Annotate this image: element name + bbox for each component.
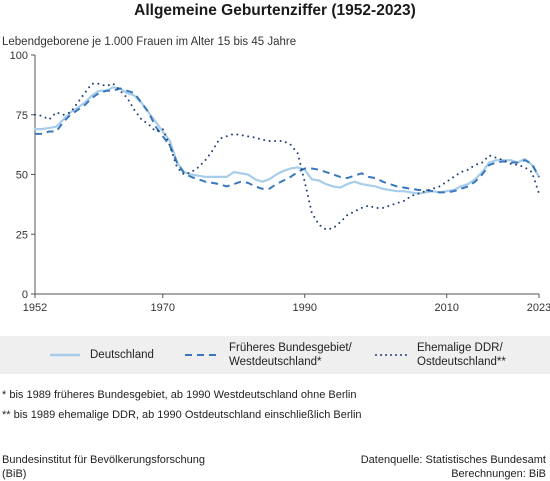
y-tick-label: 75	[16, 110, 28, 122]
footer-source-line1: Datenquelle: Statistisches Bundesamt	[360, 454, 546, 466]
legend-solid-line-icon	[50, 353, 80, 357]
y-tick-label: 0	[22, 289, 28, 301]
chart-legend: Deutschland Früheres Bundesgebiet/ Westd…	[0, 336, 550, 374]
x-tick-label: 2010	[434, 302, 458, 314]
x-tick-label: 1952	[23, 302, 47, 314]
y-axis-label: Lebendgeborene je 1.000 Frauen im Alter …	[2, 36, 297, 48]
series-line-ost	[34, 82, 540, 231]
footer-publisher-line2: (BiB)	[2, 468, 27, 480]
series-line-west	[35, 87, 540, 194]
y-tick-label: 25	[16, 229, 28, 241]
line-chart: 0 25 50 75 100 1952 1970 1990 2010 2023	[10, 50, 550, 314]
x-tick-label: 1970	[151, 302, 175, 314]
legend-label-west-line1: Früheres Bundesgebiet/	[229, 342, 352, 354]
footnote-west: * bis 1989 früheres Bundesgebiet, ab 199…	[2, 389, 357, 401]
chart-title: Allgemeine Geburtenziffer (1952-2023)	[134, 2, 416, 19]
footer-source: Datenquelle: Statistisches Bundesamt Ber…	[361, 453, 546, 481]
legend-label-deutschland: Deutschland	[90, 349, 154, 361]
legend-dotted-line-icon	[375, 354, 407, 356]
legend-label-ost-line1: Ehemalige DDR/	[417, 342, 503, 354]
x-tick-label: 1990	[293, 302, 317, 314]
legend-label-west-line2: Westdeutschland*	[229, 356, 322, 368]
footer-source-line2: Berechnungen: BiB	[451, 468, 546, 480]
legend-dashed-line-icon	[185, 354, 219, 356]
footer-publisher-line1: Bundesinstitut für Bevölkerungsforschung	[2, 454, 206, 466]
y-tick-label: 100	[10, 50, 28, 62]
series-line-deutschland	[33, 86, 541, 195]
x-tick-label: 2023	[527, 302, 550, 314]
legend-item-ost: Ehemalige DDR/ Ostdeutschland**	[375, 336, 506, 374]
footnote-ost: ** bis 1989 ehemalige DDR, ab 1990 Ostde…	[2, 409, 362, 421]
legend-item-west: Früheres Bundesgebiet/ Westdeutschland*	[185, 336, 352, 374]
legend-item-deutschland: Deutschland	[50, 336, 154, 374]
chart-axes: 0 25 50 75 100 1952 1970 1990 2010 2023	[10, 50, 550, 314]
y-tick-label: 50	[16, 170, 28, 182]
chart-series	[33, 82, 541, 231]
footer-publisher: Bundesinstitut für Bevölkerungsforschung…	[2, 453, 205, 481]
legend-label-ost-line2: Ostdeutschland**	[417, 356, 506, 368]
